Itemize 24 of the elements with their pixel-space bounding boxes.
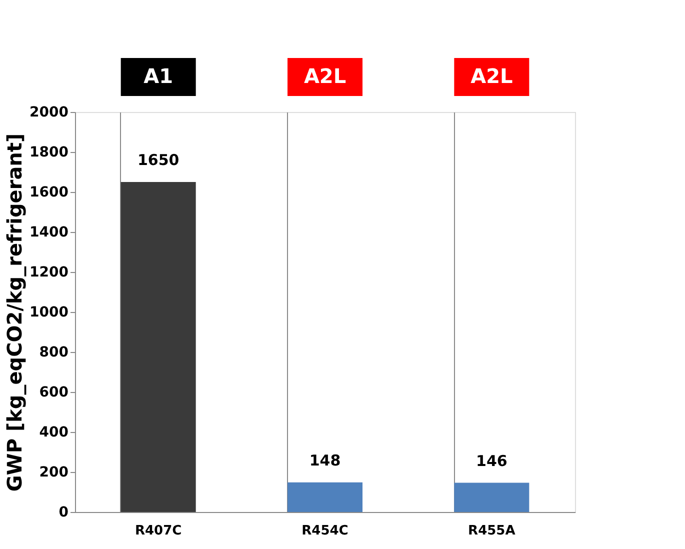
y-tick-label: 400 — [39, 424, 69, 440]
text: A1 — [144, 64, 174, 88]
y-tick-label: 1000 — [30, 304, 69, 320]
y-tick-label: 1800 — [30, 144, 69, 160]
y-tick-label: 2000 — [30, 104, 69, 120]
bar — [454, 482, 530, 512]
y-tick-label: 1600 — [30, 184, 69, 200]
text: A2L — [470, 64, 513, 88]
data-label: 1650 — [137, 151, 180, 169]
y-tick-label: 0 — [58, 504, 69, 520]
text: A2L — [304, 64, 346, 88]
x-tick-label: R407C — [134, 524, 182, 538]
x-tick-label: R454C — [302, 524, 348, 538]
data-label: 146 — [476, 452, 508, 470]
bar — [120, 182, 196, 512]
y-tick-label: 1200 — [30, 264, 69, 280]
bar — [288, 482, 362, 512]
data-label: 148 — [309, 451, 341, 470]
y-tick-label: 1400 — [30, 224, 69, 240]
y-axis-title: GWP [kg_eqCO2/kg_refrigerant] — [2, 133, 27, 492]
y-tick-label: 800 — [39, 344, 69, 360]
x-tick-label: R455A — [468, 524, 516, 538]
y-tick-label: 600 — [39, 384, 69, 400]
y-tick-label: 200 — [39, 464, 69, 480]
